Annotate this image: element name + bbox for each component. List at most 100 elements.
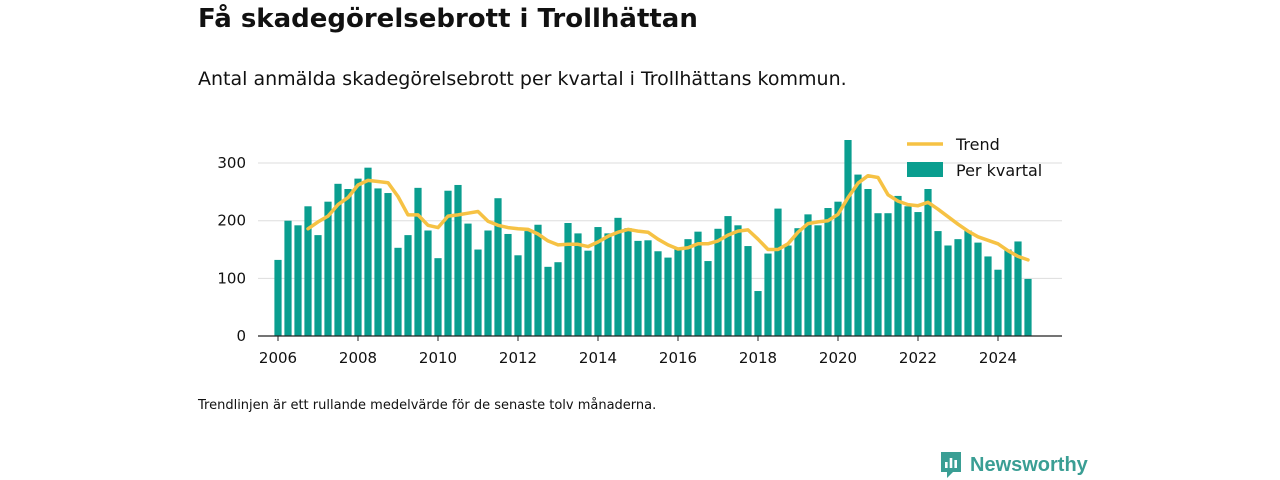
bar [704, 261, 712, 336]
bar [514, 255, 522, 336]
bar [564, 223, 572, 336]
bar [434, 258, 442, 336]
bar [344, 189, 352, 336]
bar [484, 230, 492, 336]
y-tick-label: 0 [236, 327, 246, 345]
bar [944, 245, 952, 336]
bar [314, 235, 322, 336]
bar [964, 230, 972, 336]
bar [644, 240, 652, 336]
bar [764, 253, 772, 336]
bar [994, 269, 1002, 336]
trend-series [306, 173, 1030, 262]
bar [684, 239, 692, 336]
x-tick-label: 2022 [899, 349, 937, 367]
bar [874, 213, 882, 336]
bar [654, 251, 662, 336]
bar [1004, 249, 1012, 336]
bar [544, 266, 552, 336]
legend: Trend Per kvartal [907, 135, 1042, 180]
bar [834, 201, 842, 336]
bar [774, 208, 782, 336]
x-tick-label: 2016 [659, 349, 697, 367]
bar [724, 216, 732, 336]
bar [354, 178, 362, 336]
bar [334, 183, 342, 336]
bar [424, 230, 432, 336]
bar [584, 250, 592, 336]
bar [614, 217, 622, 336]
bar [574, 233, 582, 336]
chart-title: Få skadegörelsebrott i Trollhättan [198, 4, 698, 34]
chart-area: 0 100 200 300 2006 2008 2010 2012 2014 2016 2018 20… [217, 135, 1062, 367]
x-tick-label: 2020 [819, 349, 857, 367]
bar [494, 198, 502, 336]
bar [274, 259, 282, 336]
bar [914, 212, 922, 336]
bar [624, 228, 632, 336]
bar [924, 189, 932, 336]
legend-swatch-per-kvartal [907, 162, 943, 177]
bar [304, 206, 312, 336]
bar [714, 228, 722, 336]
y-tick-label: 200 [217, 212, 246, 230]
bar [814, 225, 822, 336]
brand-name: Newsworthy [970, 453, 1088, 476]
bar [984, 256, 992, 336]
bar [974, 242, 982, 336]
bar [894, 195, 902, 336]
bar [504, 233, 512, 336]
bar [744, 246, 752, 336]
bar [904, 206, 912, 336]
bar [474, 249, 482, 336]
bar [284, 220, 292, 336]
bar [754, 291, 762, 336]
newsworthy-logo-icon [941, 452, 961, 478]
bar [534, 224, 542, 336]
bar [794, 228, 802, 336]
bar [414, 187, 422, 336]
bar [604, 233, 612, 336]
legend-label-trend: Trend [955, 135, 1000, 154]
bar [664, 257, 672, 336]
bar [404, 235, 412, 336]
bar [954, 239, 962, 336]
bar [804, 214, 812, 336]
bar [824, 208, 832, 336]
bar [324, 201, 332, 336]
axes: 0 100 200 300 2006 2008 2010 2012 2014 2016 2018 20… [217, 154, 1062, 367]
bar [1024, 278, 1032, 336]
x-tick-label: 2018 [739, 349, 777, 367]
bar [524, 231, 532, 336]
bar [364, 167, 372, 336]
bar [934, 231, 942, 336]
x-tick-label: 2006 [259, 349, 297, 367]
bar [374, 188, 382, 336]
bar [844, 140, 852, 336]
chart-subtitle: Antal anmälda skadegörelsebrott per kvar… [198, 68, 847, 90]
x-tick-label: 2010 [419, 349, 457, 367]
bar [454, 184, 462, 336]
footnote: Trendlinjen är ett rullande medelvärde f… [198, 398, 657, 413]
x-tick-label: 2008 [339, 349, 377, 367]
bar [464, 223, 472, 336]
bar [444, 190, 452, 336]
x-tick-label: 2014 [579, 349, 617, 367]
bar [884, 213, 892, 336]
trend-line [306, 173, 1030, 262]
bar [674, 248, 682, 336]
bar [634, 240, 642, 336]
x-tick-label: 2012 [499, 349, 537, 367]
legend-label-per-kvartal: Per kvartal [956, 161, 1042, 180]
bar [594, 227, 602, 336]
bar [694, 231, 702, 336]
bar [734, 225, 742, 336]
bar [554, 262, 562, 336]
bar-series [274, 140, 1032, 336]
bar [1014, 241, 1022, 336]
bar [864, 189, 872, 336]
bar [394, 247, 402, 336]
bar [854, 174, 862, 336]
x-tick-label: 2024 [979, 349, 1017, 367]
y-tick-label: 300 [217, 154, 246, 172]
